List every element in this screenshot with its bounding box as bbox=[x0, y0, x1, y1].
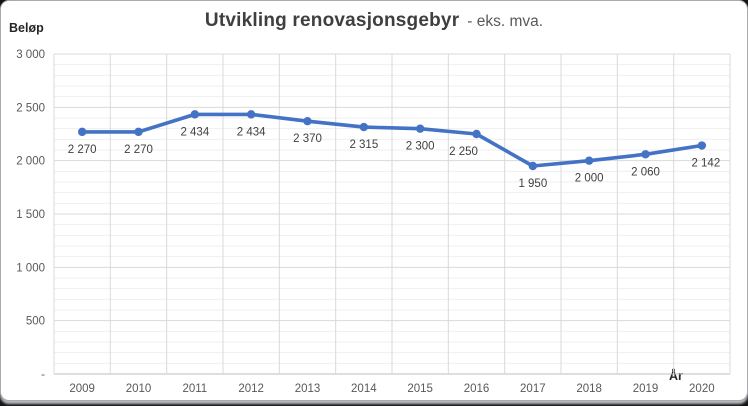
x-tick-label: 2010 bbox=[126, 383, 152, 395]
data-point-marker bbox=[246, 110, 256, 119]
data-point-marker bbox=[697, 141, 707, 150]
chart-title-row: Utvikling renovasjonsgebyr - eks. mva. bbox=[1, 10, 747, 32]
data-point-marker bbox=[472, 129, 481, 139]
y-tick-label: 1 000 bbox=[16, 262, 45, 274]
y-axis-title: Beløp bbox=[9, 21, 44, 35]
x-tick-label: 2016 bbox=[464, 383, 490, 395]
data-point-marker bbox=[359, 122, 369, 132]
y-tick-label: 1 500 bbox=[16, 209, 45, 221]
y-tick-label: 500 bbox=[26, 316, 45, 328]
data-point-label: 2 142 bbox=[691, 158, 720, 170]
data-point-marker bbox=[584, 156, 594, 165]
x-tick-label: 2013 bbox=[295, 383, 321, 395]
chart-title: Utvikling renovasjonsgebyr bbox=[204, 10, 460, 31]
data-point-label: 2 315 bbox=[349, 139, 378, 151]
data-point-marker bbox=[77, 127, 87, 137]
y-tick-label: 2 000 bbox=[16, 156, 45, 168]
x-axis-title: År bbox=[669, 369, 683, 383]
x-tick-label: 2019 bbox=[633, 383, 659, 395]
x-tick-label: 2014 bbox=[351, 383, 377, 395]
data-point-label: 2 270 bbox=[124, 144, 153, 156]
data-point-label: 2 060 bbox=[631, 166, 660, 178]
data-point-label: 2 434 bbox=[180, 126, 209, 138]
data-point-label: 2 434 bbox=[237, 126, 266, 138]
x-tick-label: 2011 bbox=[182, 383, 207, 395]
data-point-marker bbox=[415, 124, 425, 133]
data-point-marker bbox=[641, 150, 650, 159]
x-tick-label: 2009 bbox=[69, 383, 95, 395]
data-point-label: 2 000 bbox=[575, 173, 604, 185]
data-point-marker bbox=[190, 110, 200, 119]
data-point-label: 1 950 bbox=[518, 178, 547, 190]
chart-subtitle: - eks. mva. bbox=[467, 13, 544, 30]
data-point-marker bbox=[303, 117, 312, 126]
data-point-label: 2 250 bbox=[449, 146, 478, 158]
y-tick-label: - bbox=[41, 369, 45, 381]
x-tick-label: 2012 bbox=[238, 383, 264, 395]
y-tick-label: 3 000 bbox=[16, 49, 45, 61]
data-point-marker bbox=[528, 161, 538, 171]
data-point-label: 2 300 bbox=[406, 141, 435, 153]
series-line bbox=[80, 112, 704, 168]
x-tick-label: 2017 bbox=[520, 383, 546, 395]
x-tick-label: 2020 bbox=[689, 383, 715, 395]
y-tick-label: 2 500 bbox=[16, 102, 45, 114]
data-point-label: 2 370 bbox=[293, 133, 322, 145]
x-tick-label: 2018 bbox=[576, 383, 602, 395]
data-point-marker bbox=[134, 127, 143, 137]
data-point-label: 2 270 bbox=[68, 144, 97, 156]
x-tick-label: 2015 bbox=[407, 383, 433, 395]
